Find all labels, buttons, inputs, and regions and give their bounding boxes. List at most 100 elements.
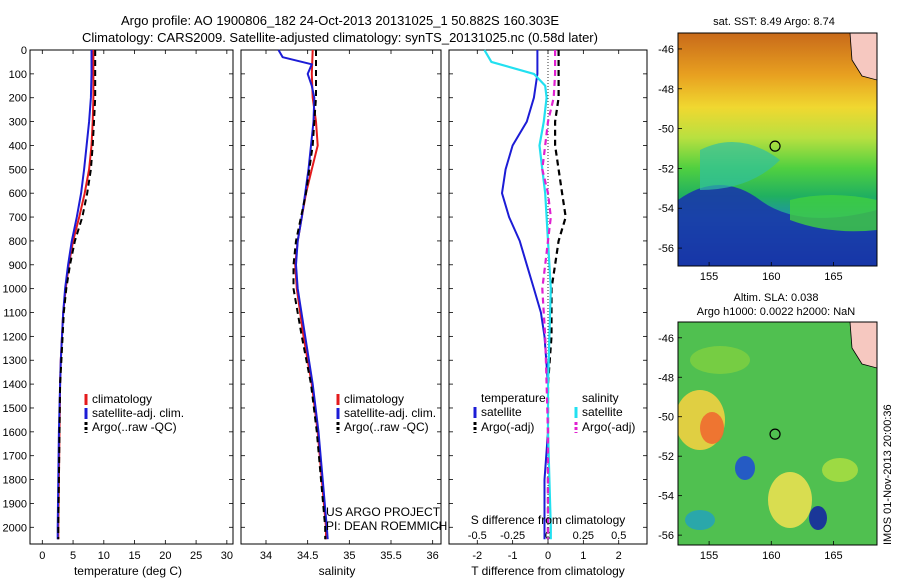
depth-tick-label: 1000 — [3, 284, 27, 296]
legend-label: climatology — [344, 392, 404, 406]
figure-title-line1: Argo profile: AO 1900806_182 24-Oct-2013… — [121, 13, 559, 28]
salinity-axes-box — [240, 49, 442, 545]
map-lon-label: 155 — [700, 271, 718, 283]
map-lat-label: -54 — [658, 491, 674, 503]
x-tick-label: 0 — [39, 550, 45, 562]
sla-map: Altim. SLA: 0.038 Argo h1000: 0.0022 h20… — [658, 292, 878, 562]
series-line-argo-raw-qc- — [57, 50, 97, 540]
depth-tick-label: 1500 — [3, 403, 27, 415]
warm-tongue-region — [790, 195, 877, 232]
sla-blob — [700, 412, 724, 444]
project-label: US ARGO PROJECT — [326, 505, 441, 519]
temperature-tick-labels: 0 5 10 15 20 25 30 — [30, 49, 233, 562]
x-tick-label: 25 — [190, 550, 202, 562]
sla-blob — [768, 472, 812, 528]
sla-field — [678, 322, 877, 545]
legend-label: Argo(-adj) — [481, 420, 534, 434]
legend-label: satellite-adj. clim. — [92, 406, 184, 420]
salinity-panel: 34 34.5 35 35.5 36 salinity climatologysatel… — [240, 49, 447, 578]
pi-label: PI: DEAN ROEMMICH — [326, 519, 447, 533]
land-new-zealand — [849, 33, 877, 81]
map-lat-label: -46 — [658, 44, 674, 56]
map-lon-label: 165 — [824, 550, 842, 562]
sst-map: sat. SST: 8.49 Argo: 8.74 155 160 165 -46 -4… — [658, 16, 878, 283]
legend-label: climatology — [92, 392, 152, 406]
map-lat-label: -46 — [658, 333, 674, 345]
figure-title-line2: Climatology: CARS2009. Satellite-adjuste… — [82, 30, 598, 45]
s-diff-xlabel: S difference from climatology — [471, 513, 626, 527]
sla-map-ticks: 155 160 165 -46 -48 -50 -52 -54 -56 — [658, 333, 843, 562]
sla-blob — [735, 456, 755, 480]
map-lon-label: 160 — [762, 271, 780, 283]
x-tick-label: 34 — [260, 550, 272, 562]
salinity-series — [277, 49, 329, 540]
depth-tick-label: 1700 — [3, 451, 27, 463]
map-lon-label: 155 — [700, 550, 718, 562]
sla-map-title-line1: Altim. SLA: 0.038 — [734, 292, 819, 304]
sla-blob — [809, 506, 827, 530]
s-diff-tick-labels: -0.5 -0.25 0 0.25 0.5 — [468, 530, 627, 542]
legend-label: Argo(..raw -QC) — [344, 420, 429, 434]
sla-blob — [685, 510, 715, 530]
map-lat-label: -48 — [658, 84, 674, 96]
map-lat-label: -56 — [658, 530, 674, 542]
x-tick-label: 36 — [427, 550, 439, 562]
land-new-zealand — [849, 322, 877, 369]
depth-tick-label: 200 — [9, 93, 27, 105]
cold-water-region — [678, 185, 877, 266]
s-diff-tick-label: -0.25 — [500, 530, 525, 542]
profile-location-marker — [769, 140, 781, 152]
profile-location-marker — [769, 428, 781, 440]
t-diff-tick-labels: -2 -1 0 1 2 — [449, 49, 647, 562]
depth-tick-label: 600 — [9, 188, 27, 200]
depth-tick-label: 500 — [9, 164, 27, 176]
depth-tick-label: 1900 — [3, 498, 27, 510]
difference-series — [483, 49, 567, 540]
difference-legend: temperature salinitysatelliteArgo(-adj)sa… — [473, 391, 635, 434]
sst-field — [678, 33, 877, 266]
sla-map-title-line2: Argo h1000: 0.0022 h2000: NaN — [697, 306, 855, 318]
map-lat-label: -56 — [658, 243, 674, 255]
x-tick-label: -2 — [472, 550, 482, 562]
s-diff-tick-label: 0.25 — [573, 530, 594, 542]
legend-label: satellite-adj. clim. — [344, 406, 436, 420]
series-line-s-argo-adj- — [541, 50, 557, 540]
legend-label: Argo(-adj) — [582, 420, 635, 434]
depth-tick-label: 1300 — [3, 355, 27, 367]
depth-tick-label: 800 — [9, 236, 27, 248]
difference-panel: -2 -1 0 1 2 -0.5 -0.25 0 0.25 0.5 S difference f… — [448, 49, 648, 578]
sla-blob — [822, 458, 858, 482]
x-tick-label: 5 — [70, 550, 76, 562]
temperature-xlabel: temperature (deg C) — [74, 564, 182, 578]
sst-map-title: sat. SST: 8.49 Argo: 8.74 — [713, 16, 835, 28]
x-tick-label: 30 — [221, 550, 233, 562]
map-lon-label: 165 — [824, 271, 842, 283]
depth-tick-label: 1200 — [3, 331, 27, 343]
x-tick-label: 15 — [128, 550, 140, 562]
sla-map-frame — [677, 321, 878, 546]
depth-tick-label: 2000 — [3, 522, 27, 534]
imos-timestamp: IMOS 01-Nov-2013 20:00:36 — [882, 404, 894, 545]
depth-tick-label: 300 — [9, 117, 27, 129]
s-diff-tick-label: 0 — [545, 530, 551, 542]
s-diff-tick-label: -0.5 — [468, 530, 487, 542]
depth-tick-labels: 0 100 200 300 400 500 600 700 800 900 1000 1100 1200… — [3, 45, 27, 534]
depth-tick-label: 400 — [9, 140, 27, 152]
x-tick-label: 1 — [580, 550, 586, 562]
temperature-series — [56, 50, 97, 540]
depth-tick-label: 900 — [9, 260, 27, 272]
depth-tick-label: 0 — [21, 45, 27, 57]
sla-blob — [690, 346, 750, 374]
temperature-panel: 0100200300400500600700800900100011001200… — [3, 45, 234, 578]
legend-header-salinity: salinity — [582, 391, 619, 405]
depth-tick-label: 1400 — [3, 379, 27, 391]
sst-map-frame — [677, 32, 878, 267]
series-line-argo-raw-qc- — [292, 50, 327, 540]
legend-label: satellite — [582, 405, 623, 419]
sst-map-ticks: 155 160 165 -46 -48 -50 -52 -54 -56 — [658, 44, 843, 283]
map-lat-label: -48 — [658, 372, 674, 384]
depth-tick-label: 100 — [9, 69, 27, 81]
map-lat-label: -54 — [658, 203, 674, 215]
